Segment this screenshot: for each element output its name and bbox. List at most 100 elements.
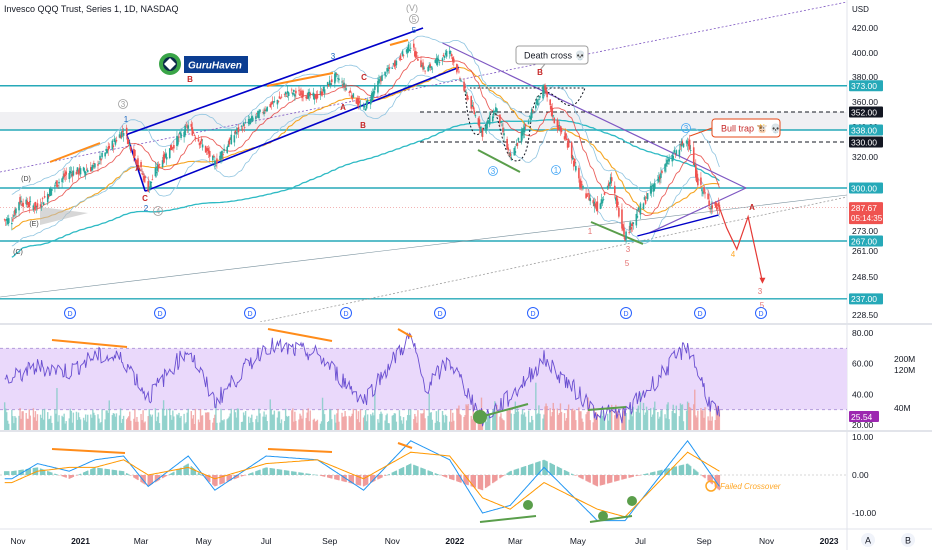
dividend-marker[interactable]	[694, 307, 706, 319]
price-tag[interactable]	[849, 124, 883, 136]
volume-bar	[101, 409, 103, 430]
price-tag[interactable]	[849, 182, 883, 194]
time-axis[interactable]: Nov 2021 Mar May Jul Sep Nov 2022 Mar May Jul Sep No…	[10, 536, 838, 546]
dividend-marker[interactable]	[755, 307, 767, 319]
dividend-marker[interactable]	[527, 307, 539, 319]
channel-lower-line[interactable]	[144, 66, 460, 192]
price-tag[interactable]	[849, 202, 883, 225]
macd-divergence-line[interactable]	[397, 442, 413, 449]
divergence-line[interactable]	[590, 221, 644, 245]
macd-pane[interactable]: Failed Crossover	[0, 439, 847, 523]
candle-body	[172, 147, 174, 148]
macd-histogram-bar	[92, 468, 94, 475]
price-tag[interactable]	[849, 136, 883, 148]
rsi-divergence-line[interactable]	[479, 403, 529, 418]
log-scale-label: B	[905, 536, 911, 546]
macd-histogram-bar	[636, 475, 639, 476]
channel-upper-line[interactable]	[126, 27, 424, 136]
macd-histogram-bar	[178, 468, 180, 475]
candle-body	[715, 202, 718, 208]
macd-histogram-bar	[350, 475, 352, 484]
support-trendline[interactable]	[0, 194, 847, 298]
dividend-marker[interactable]	[340, 307, 352, 319]
dividend-marker[interactable]	[244, 307, 256, 319]
macd-histogram-bar	[279, 469, 282, 475]
divergence-line[interactable]	[389, 39, 409, 46]
candle-body	[25, 199, 28, 205]
macd-histogram-bar	[624, 475, 626, 479]
candle-body	[479, 126, 482, 129]
candle-body	[601, 200, 604, 204]
macd-axis[interactable]: 10.000.00-10.00	[852, 432, 876, 518]
macd-histogram-bar	[179, 468, 181, 475]
macd-histogram-bar	[422, 468, 424, 475]
macd-histogram-bar	[428, 470, 430, 475]
rising-support-line[interactable]	[637, 214, 719, 237]
rsi-pane[interactable]	[0, 328, 847, 430]
triangle-lower-line[interactable]	[649, 187, 747, 234]
log-scale-button[interactable]	[901, 533, 915, 547]
divergence-line[interactable]	[477, 149, 521, 173]
chart-title: Invesco QQQ Trust, Series 1, 1D, NASDAQ	[4, 4, 179, 14]
rsi-divergence-line[interactable]	[397, 328, 413, 338]
volume-bar	[689, 407, 692, 430]
macd-histogram-bar	[365, 475, 368, 485]
candle-body	[247, 119, 250, 125]
price-tag[interactable]	[849, 80, 883, 92]
candle-body	[687, 143, 690, 147]
time-tick-label: Mar	[134, 536, 149, 546]
volume-bar	[161, 408, 164, 430]
dividend-marker[interactable]	[434, 307, 446, 319]
macd-divergence-line[interactable]	[589, 515, 633, 523]
volume-bar	[308, 421, 310, 430]
dividend-marker[interactable]	[64, 307, 76, 319]
divergence-line[interactable]	[266, 72, 334, 87]
price-axis[interactable]: USD420.00400.00380.00360.00340.00320.002…	[849, 5, 883, 320]
macd-histogram-bar	[50, 472, 52, 475]
rsi-value-tag[interactable]	[849, 411, 879, 423]
volume-bar	[434, 422, 437, 430]
macd-histogram-bar	[212, 475, 214, 485]
macd-histogram-bar	[651, 472, 653, 475]
macd-histogram-bar	[164, 475, 167, 477]
macd-histogram-bar	[334, 475, 336, 480]
candle-body	[190, 123, 193, 127]
macd-divergence-line[interactable]	[51, 448, 126, 454]
candle-body	[91, 167, 93, 171]
price-tick-label: 360.00	[852, 97, 878, 107]
rsi-divergence-line[interactable]	[587, 406, 627, 411]
macd-histogram-bar	[452, 475, 454, 480]
macd-divergence-line[interactable]	[479, 515, 537, 523]
dividend-marker[interactable]	[154, 307, 166, 319]
price-tag[interactable]	[849, 293, 883, 305]
macd-histogram-bar	[198, 473, 201, 475]
macd-divergence-line[interactable]	[267, 448, 333, 453]
projection-path[interactable]	[718, 207, 763, 282]
candle-body	[119, 135, 122, 139]
candle-body	[3, 219, 6, 221]
macd-histogram-bar	[442, 475, 445, 477]
rsi-divergence-line[interactable]	[51, 339, 128, 348]
volume-bar	[143, 422, 145, 430]
volume-bar	[654, 401, 656, 430]
volume-bar	[222, 420, 224, 430]
volume-bar	[693, 404, 695, 430]
macd-histogram-bar	[582, 475, 584, 480]
triangle-upper-line[interactable]	[442, 42, 747, 189]
macd-histogram-bar	[190, 466, 192, 475]
macd-histogram-bar	[286, 470, 289, 475]
price-tag[interactable]	[849, 106, 883, 118]
candle-body	[57, 184, 59, 186]
candle-body	[442, 54, 445, 57]
auto-scale-button[interactable]	[861, 533, 875, 547]
divergence-line[interactable]	[49, 142, 101, 163]
price-tick-label: 261.00	[852, 246, 878, 256]
rsi-divergence-line[interactable]	[267, 328, 333, 342]
lower-guide-line[interactable]	[259, 196, 847, 322]
candle-body	[559, 126, 562, 131]
dividend-marker[interactable]	[620, 307, 632, 319]
price-tag[interactable]	[849, 235, 883, 247]
macd-histogram-bar	[653, 471, 655, 475]
